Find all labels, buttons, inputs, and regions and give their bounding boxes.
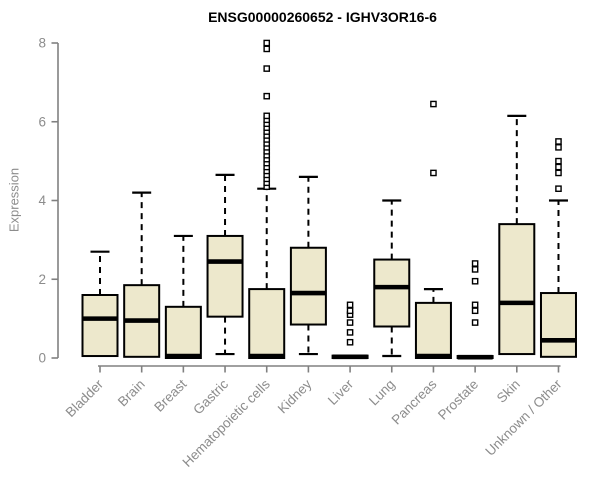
outlier-point xyxy=(346,319,354,326)
x-tick-label-prostate: Prostate xyxy=(435,377,481,423)
box-unknown-other xyxy=(539,138,577,358)
outlier-point xyxy=(555,185,562,192)
x-tick-label-brain: Brain xyxy=(115,377,148,410)
iqr-box xyxy=(164,305,202,359)
outlier-point xyxy=(555,169,562,177)
iqr-box xyxy=(539,292,577,358)
outlier-point xyxy=(430,100,437,108)
x-tick-label-unknown-other: Unknown / Other xyxy=(482,376,565,459)
x-tick-label-lung: Lung xyxy=(366,377,398,409)
x-tick-label-skin: Skin xyxy=(494,377,523,406)
x-tick-label-liver: Liver xyxy=(325,376,357,408)
y-tick-label: 0 xyxy=(38,351,46,366)
y-tick-label: 6 xyxy=(38,114,46,129)
box-gastric xyxy=(206,173,244,356)
outlier-point xyxy=(471,260,479,267)
outlier-point xyxy=(430,169,437,177)
box-liver xyxy=(331,301,369,360)
iqr-box xyxy=(81,294,119,358)
outlier-point xyxy=(263,45,271,53)
outlier-point xyxy=(346,307,354,315)
outlier-point xyxy=(471,277,479,285)
iqr-box xyxy=(373,258,411,328)
outlier-point xyxy=(471,266,479,273)
x-tick-label-bladder: Bladder xyxy=(63,376,107,420)
outlier-point xyxy=(555,138,562,145)
box-skin xyxy=(498,114,536,356)
outlier-point xyxy=(555,157,562,165)
outlier-point xyxy=(471,319,479,326)
y-tick-label: 4 xyxy=(38,193,46,208)
x-tick-label-breast: Breast xyxy=(151,376,189,414)
iqr-box xyxy=(498,223,536,356)
box-lung xyxy=(373,199,411,358)
box-breast xyxy=(164,234,202,359)
x-tick-label-kidney: Kidney xyxy=(275,376,315,416)
outlier-point xyxy=(471,307,479,315)
iqr-box xyxy=(206,234,244,318)
x-tick-label-pancreas: Pancreas xyxy=(389,376,440,427)
iqr-box xyxy=(414,301,452,359)
outlier-point xyxy=(263,112,271,120)
box-brain xyxy=(123,191,161,358)
outlier-point xyxy=(471,301,479,309)
box-hematopoietic-cells xyxy=(248,39,286,359)
x-tick-label-gastric: Gastric xyxy=(190,376,231,417)
outlier-point xyxy=(263,65,271,72)
outlier-point xyxy=(263,92,271,100)
box-pancreas xyxy=(414,100,452,359)
outlier-point xyxy=(346,338,354,346)
outlier-point xyxy=(263,39,271,47)
outlier-point xyxy=(346,301,354,309)
box-kidney xyxy=(289,175,327,356)
y-tick-label: 2 xyxy=(38,272,46,287)
chart-title: ENSG00000260652 - IGHV3OR16-6 xyxy=(208,9,437,25)
iqr-box xyxy=(289,246,327,326)
outlier-point xyxy=(555,163,562,171)
iqr-box xyxy=(248,288,286,359)
y-tick-label: 8 xyxy=(38,36,46,51)
outlier-point xyxy=(346,329,354,336)
box-bladder xyxy=(81,250,119,358)
box-prostate xyxy=(456,260,494,360)
outlier-point xyxy=(555,144,562,151)
